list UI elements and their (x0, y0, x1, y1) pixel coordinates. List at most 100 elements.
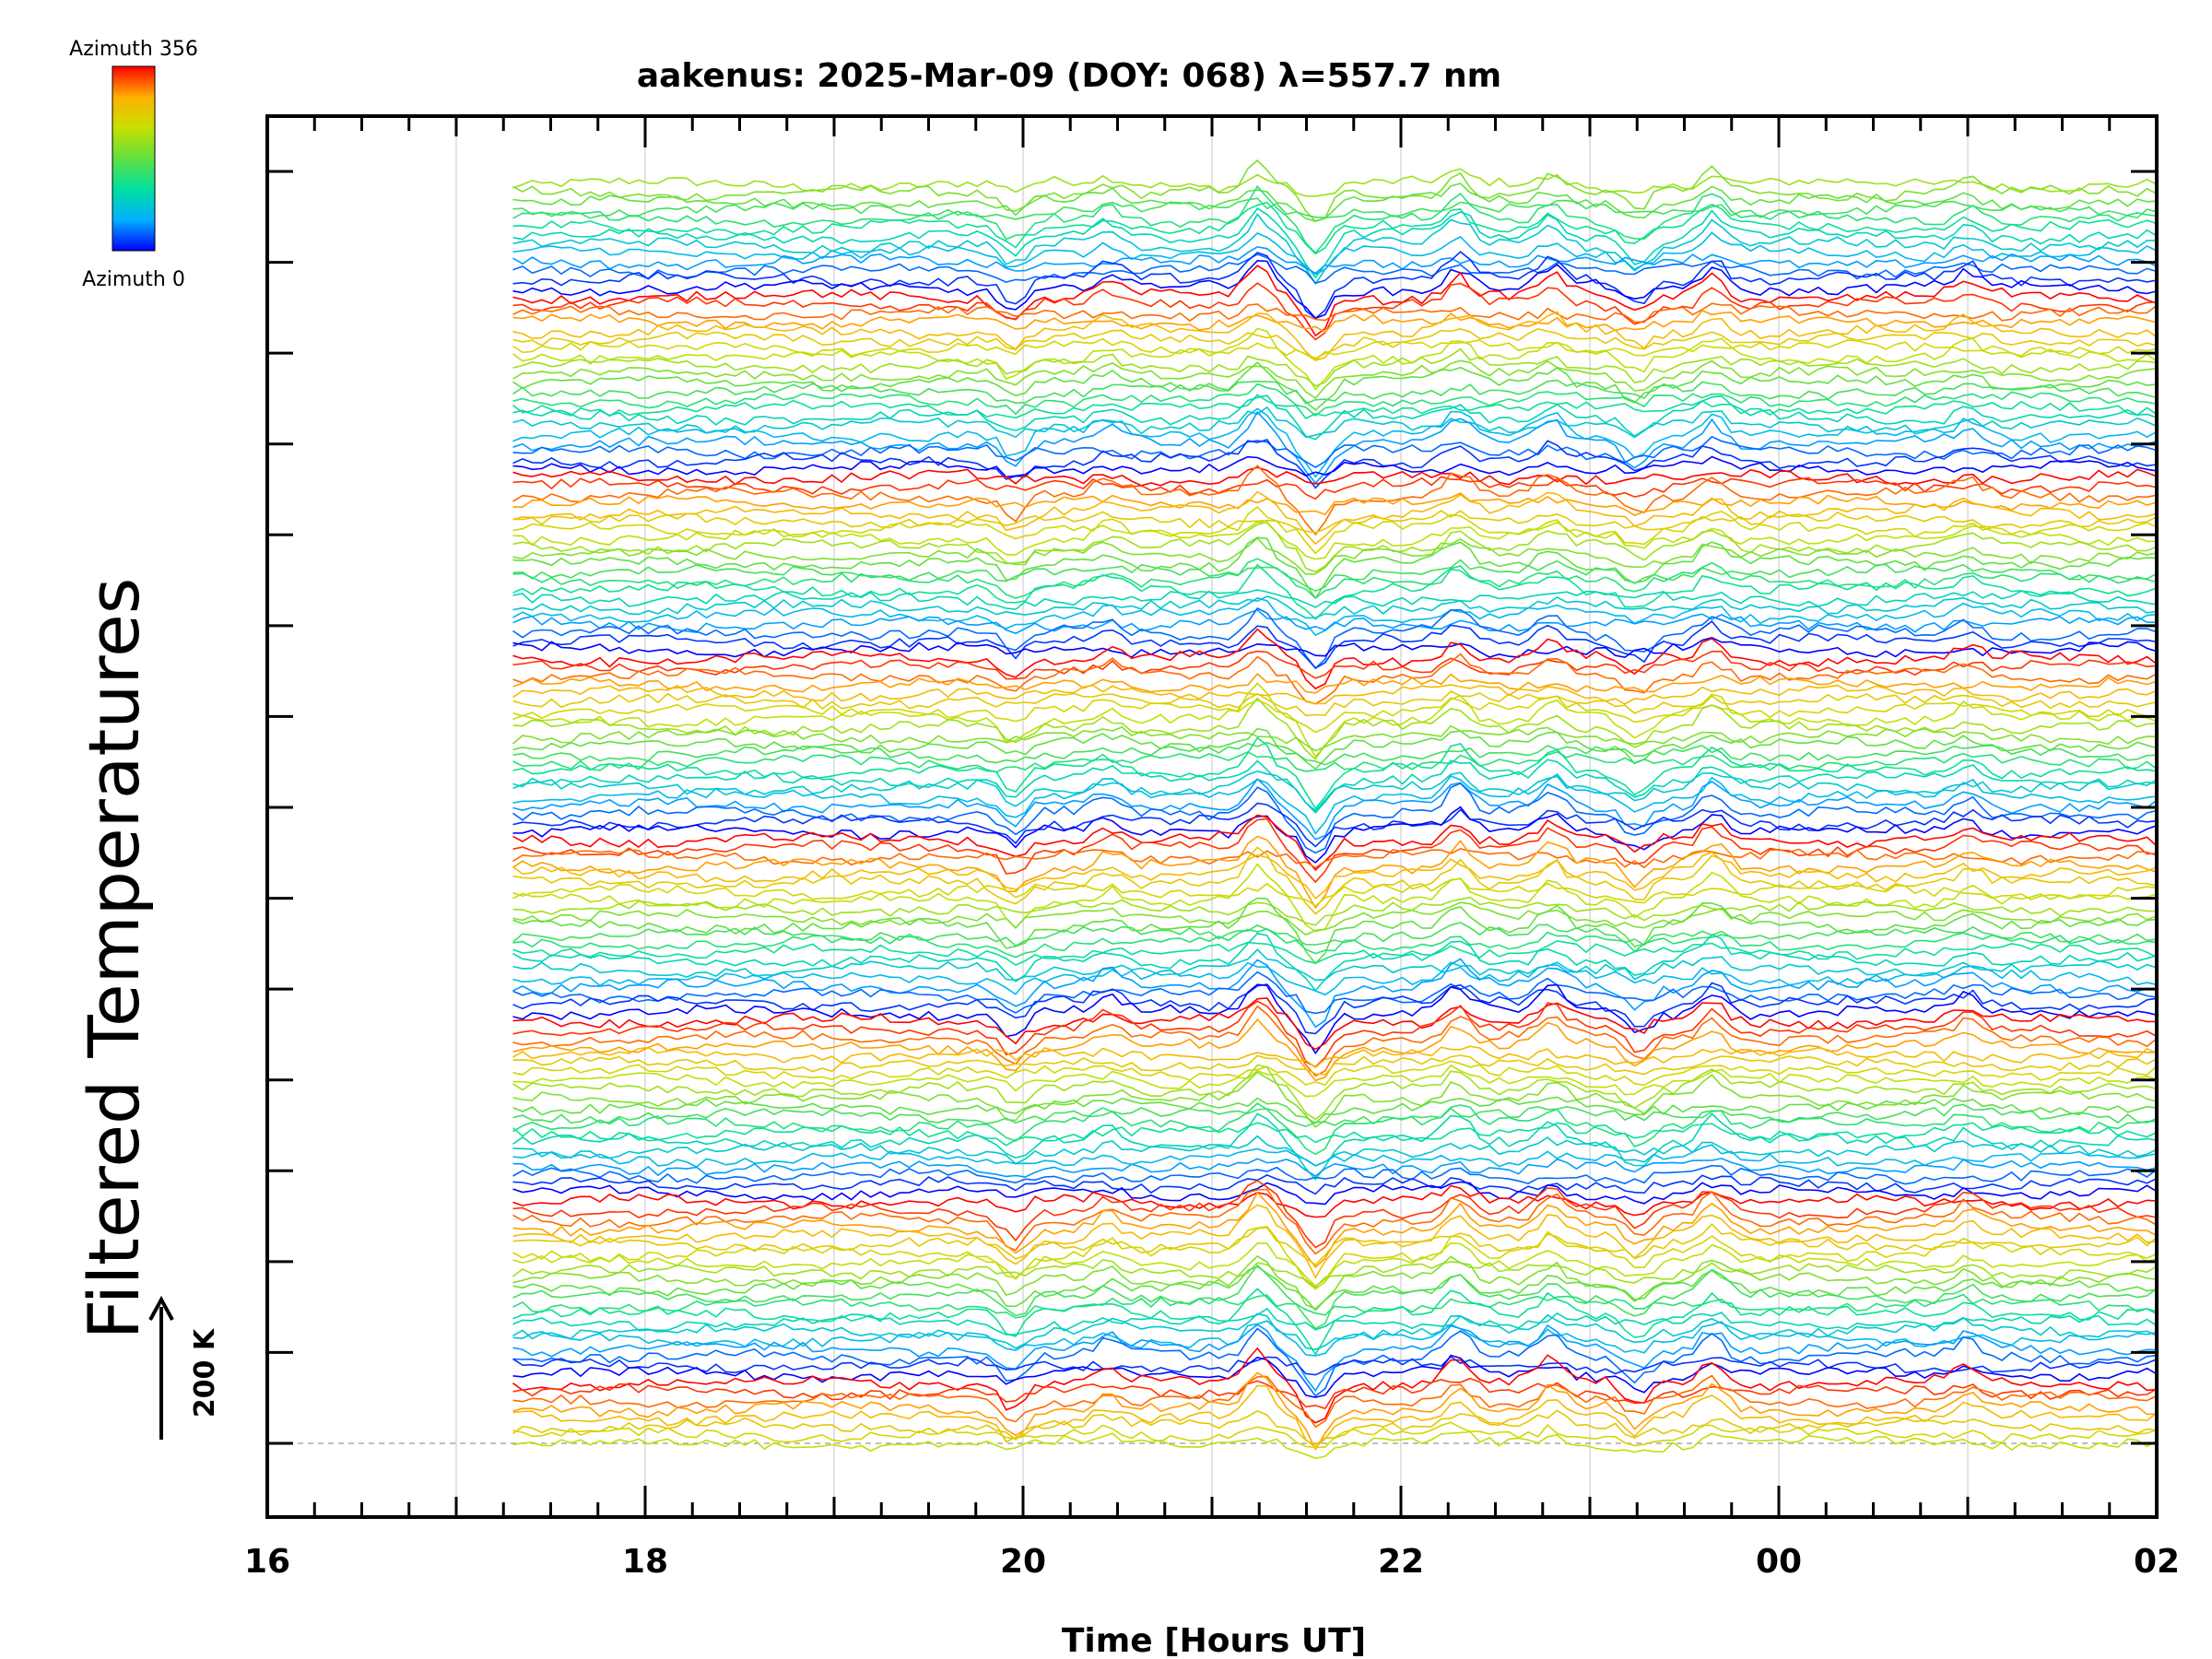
temperature-trace (512, 253, 2158, 285)
temperature-trace (512, 168, 2158, 197)
temperature-trace (512, 802, 2158, 848)
temperature-trace (512, 259, 2158, 320)
temperature-trace (512, 251, 2158, 320)
temperature-trace (512, 940, 2158, 967)
temperature-trace (512, 851, 2158, 900)
temperature-trace (512, 1064, 2158, 1098)
temperature-trace (512, 476, 2158, 500)
temperature-trace (512, 1184, 2158, 1218)
temperature-trace (512, 359, 2158, 399)
temperature-trace (512, 877, 2158, 907)
temperature-trace (512, 971, 2158, 1015)
temperature-trace (512, 814, 2158, 872)
temperature-trace (512, 589, 2158, 610)
temperature-trace (512, 1324, 2158, 1393)
temperature-trace (512, 741, 2158, 766)
temperature-trace (512, 650, 2158, 680)
temperature-trace (512, 265, 2158, 337)
temperature-trace (512, 410, 2158, 485)
colorbar: Azimuth 356 Azimuth 0 (69, 38, 198, 291)
temperature-trace (512, 982, 2158, 1035)
temperature-trace (512, 394, 2158, 420)
temperature-trace (512, 510, 2158, 534)
temperature-trace (512, 337, 2158, 361)
temperature-trace (512, 563, 2158, 620)
temperature-trace (512, 1188, 2158, 1255)
temperature-trace (512, 1264, 2158, 1330)
temperature-trace (512, 1223, 2158, 1266)
temperature-trace (512, 382, 2158, 418)
temperature-traces (512, 159, 2158, 1460)
temperature-trace (512, 407, 2158, 478)
temperature-trace (512, 897, 2158, 965)
temperature-trace (512, 197, 2158, 220)
temperature-trace (512, 620, 2158, 669)
temperature-trace (512, 1374, 2158, 1429)
temperature-trace (512, 1241, 2158, 1290)
temperature-trace (512, 772, 2158, 835)
temperature-trace (512, 231, 2158, 276)
x-axis-label: Time [Hours UT] (1062, 1622, 1366, 1659)
temperature-trace (512, 492, 2158, 516)
x-tick-label: 02 (2134, 1543, 2180, 1581)
temperature-trace (512, 983, 2158, 1055)
temperature-trace (512, 961, 2158, 996)
temperature-trace (512, 636, 2158, 659)
temperature-trace (512, 997, 2157, 1051)
temperature-trace (512, 1158, 2158, 1178)
temperature-trace (512, 1000, 2158, 1068)
temperature-trace (512, 212, 2157, 286)
temperature-trace (512, 439, 2158, 489)
temperature-trace (512, 182, 2158, 222)
temperature-trace (512, 1377, 2158, 1410)
temperature-trace (512, 628, 2158, 690)
scale-bar-label: 200 K (189, 1327, 221, 1418)
temperature-trace (512, 1122, 2158, 1147)
temperature-trace (512, 536, 2158, 575)
temperature-trace (512, 466, 2158, 487)
temperature-trace (512, 490, 2158, 546)
x-tick-label: 20 (1000, 1543, 1046, 1581)
temperature-trace (512, 896, 2158, 926)
temperature-trace (512, 1265, 2158, 1312)
temperature-trace (512, 653, 2158, 705)
temperature-trace (512, 695, 2158, 734)
temperature-trace (512, 184, 2158, 254)
temperature-trace (512, 922, 2158, 947)
temperature-trace (512, 1054, 2158, 1076)
temperature-trace (512, 690, 2158, 717)
temperature-trace (512, 684, 2158, 705)
temperature-trace (512, 1135, 2158, 1167)
temperature-trace (512, 1312, 2158, 1351)
temperature-trace (512, 1060, 2158, 1087)
temperature-trace (512, 465, 2158, 536)
temperature-trace (512, 928, 2158, 959)
plot-axes (265, 114, 2159, 1519)
temperature-trace (512, 435, 2158, 469)
temperature-trace (512, 948, 2158, 982)
temperature-trace (512, 1430, 2158, 1460)
temperature-trace (512, 595, 2158, 619)
temperature-trace (512, 1112, 2158, 1181)
colorbar-bottom-label: Azimuth 0 (82, 268, 185, 291)
temperature-trace (512, 455, 2158, 478)
temperature-trace (512, 1347, 2158, 1424)
temperature-trace (512, 1174, 2158, 1195)
temperature-trace (512, 1179, 2158, 1249)
temperature-trace (512, 1254, 2158, 1310)
temperature-trace (512, 1421, 2158, 1449)
temperature-trace (512, 361, 2158, 411)
temperature-trace (512, 597, 2158, 637)
x-tick-label: 18 (622, 1543, 668, 1581)
temperature-trace (512, 1371, 2158, 1452)
temperature-trace (512, 1018, 2158, 1082)
temperature-trace (512, 1191, 2158, 1268)
temperature-trace (512, 327, 2158, 359)
temperature-trace (512, 1181, 2158, 1206)
temperature-trace (512, 1327, 2158, 1397)
temperature-trace (512, 727, 2158, 771)
temperature-trace (512, 806, 2158, 864)
temperature-trace (512, 1045, 2158, 1069)
temperature-trace (512, 1164, 2158, 1185)
